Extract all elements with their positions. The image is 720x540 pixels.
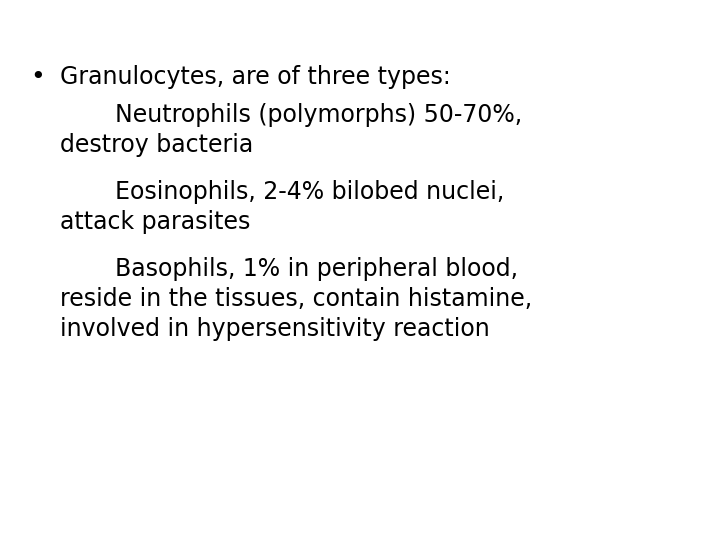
Text: reside in the tissues, contain histamine,: reside in the tissues, contain histamine… <box>60 287 532 311</box>
Text: destroy bacteria: destroy bacteria <box>60 133 253 157</box>
Text: involved in hypersensitivity reaction: involved in hypersensitivity reaction <box>60 317 490 341</box>
Text: Basophils, 1% in peripheral blood,: Basophils, 1% in peripheral blood, <box>115 257 518 281</box>
Text: Granulocytes, are of three types:: Granulocytes, are of three types: <box>60 65 451 89</box>
Text: attack parasites: attack parasites <box>60 210 251 234</box>
Text: •: • <box>30 65 45 89</box>
Text: Eosinophils, 2-4% bilobed nuclei,: Eosinophils, 2-4% bilobed nuclei, <box>115 180 504 204</box>
Text: Neutrophils (polymorphs) 50-70%,: Neutrophils (polymorphs) 50-70%, <box>115 103 522 127</box>
